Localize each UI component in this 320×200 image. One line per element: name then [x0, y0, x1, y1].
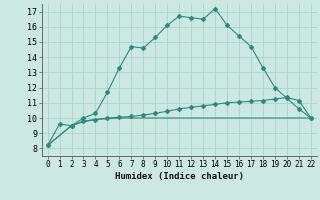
X-axis label: Humidex (Indice chaleur): Humidex (Indice chaleur) — [115, 172, 244, 181]
